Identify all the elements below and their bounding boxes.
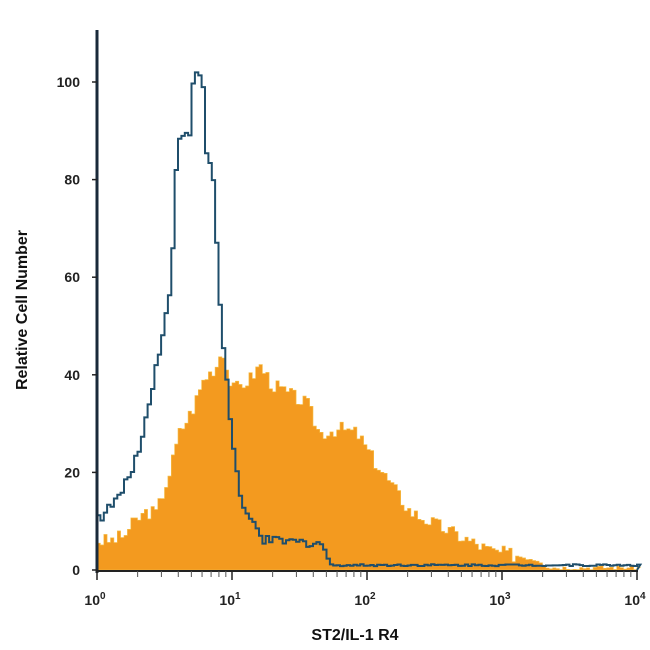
x-tick-label: 101: [219, 591, 241, 608]
x-tick-base: 10: [489, 592, 505, 608]
x-tick-exponent: 2: [370, 591, 376, 602]
x-tick-exponent: 1: [235, 591, 241, 602]
x-tick-base: 10: [624, 592, 640, 608]
x-tick-base: 10: [84, 592, 100, 608]
x-ticks: 100 101 102 103 104: [84, 571, 646, 608]
x-tick-base: 10: [219, 592, 235, 608]
x-tick-exponent: 3: [505, 591, 511, 602]
x-tick-exponent: 4: [640, 591, 646, 602]
series-stained-fill: [96, 356, 642, 571]
y-tick-label: 60: [64, 269, 80, 285]
x-tick-exponent: 0: [100, 591, 106, 602]
x-tick-label: 102: [354, 591, 376, 608]
series-layer: [96, 71, 643, 571]
y-axis-label: Relative Cell Number: [14, 230, 31, 390]
y-tick-label: 100: [57, 74, 81, 90]
series-isotype-line: [96, 71, 643, 571]
y-tick-label: 40: [64, 367, 80, 383]
x-tick-label: 104: [624, 591, 646, 608]
x-axis-label: ST2/IL-1 R4: [311, 627, 398, 644]
x-tick-label: 103: [489, 591, 511, 608]
y-tick-label: 80: [64, 172, 80, 188]
y-tick-label: 20: [64, 464, 80, 480]
x-tick-base: 10: [354, 592, 370, 608]
y-ticks: 0 20 40 60 80 100: [57, 74, 97, 578]
y-tick-label: 0: [72, 562, 80, 578]
x-tick-label: 100: [84, 591, 106, 608]
